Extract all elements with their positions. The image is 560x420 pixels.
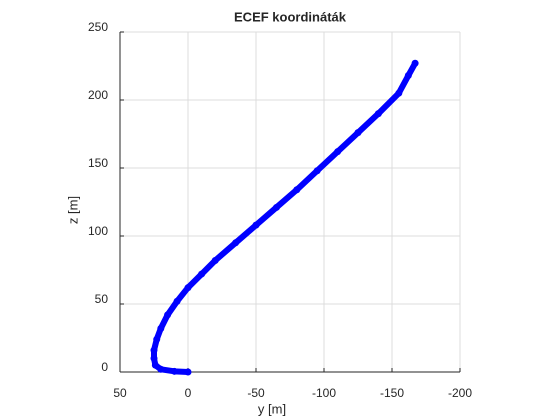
x-tick-label: -150 [380,386,404,400]
data-point [198,270,206,278]
data-point [232,239,240,247]
y-axis-label: z [m] [65,196,80,224]
data-line [151,60,419,375]
data-point [374,110,382,118]
y-tick-label: 250 [88,20,108,34]
data-point [354,129,362,137]
y-tick-label: 100 [88,224,108,238]
y-tick-label: 200 [88,88,108,102]
x-tick-label: -100 [312,386,336,400]
data-point [157,324,165,332]
x-tick-label: 50 [113,386,127,400]
y-tick-label: 0 [101,360,108,374]
data-point [157,365,165,373]
data-point [313,167,321,175]
data-point [334,148,342,156]
data-point [272,203,280,211]
data-point [170,367,178,375]
data-point [150,354,158,362]
x-tick-label: -200 [448,386,472,400]
chart-title: ECEF koordináták [234,9,347,24]
data-point [404,72,412,80]
data-point [293,186,301,194]
x-axis-label: y [m] [258,401,286,416]
data-point [151,361,159,369]
data-point [173,297,181,305]
y-tick-label: 150 [88,156,108,170]
x-tick-label: 0 [185,386,192,400]
data-point [184,284,192,292]
data-point [150,346,158,354]
data-point [395,89,403,97]
data-point [164,311,172,319]
x-tick-label: -50 [247,386,265,400]
data-point [184,368,192,376]
data-point [211,256,219,264]
data-point [252,221,260,229]
y-tick-label: 50 [95,292,109,306]
data-point [411,59,419,67]
data-point [153,335,161,343]
